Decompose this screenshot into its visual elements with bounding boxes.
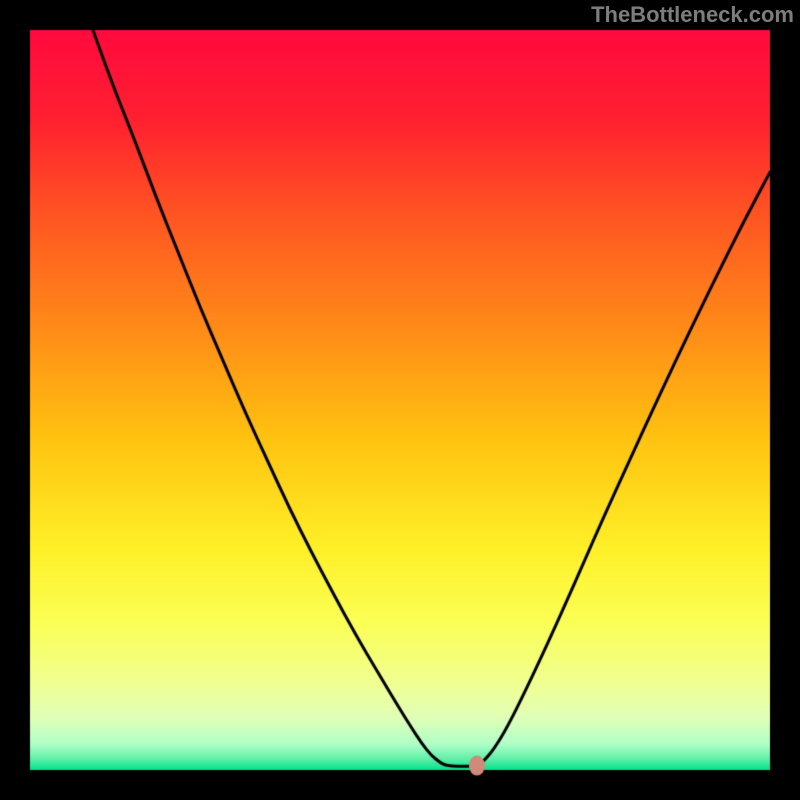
- bottleneck-curve-chart: [0, 0, 800, 800]
- watermark-text: TheBottleneck.com: [591, 2, 794, 28]
- chart-container: { "watermark": { "text": "TheBottleneck.…: [0, 0, 800, 800]
